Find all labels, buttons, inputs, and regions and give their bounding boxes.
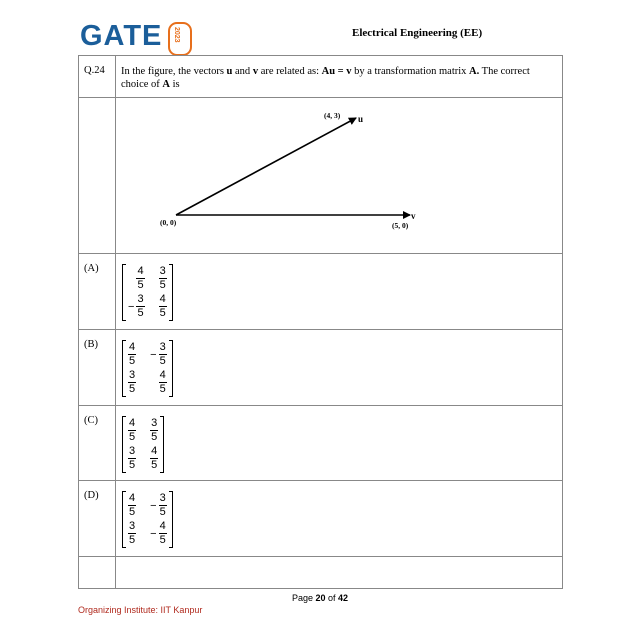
matrix-grid: 4 5−3 5 3 5−4 5	[126, 491, 169, 548]
question-number: Q.24	[78, 55, 116, 98]
option-label: (D)	[78, 480, 116, 557]
bracket-right	[160, 416, 165, 473]
page-number: Page 20 of 42	[291, 593, 349, 603]
bracket-left	[122, 416, 126, 473]
option-label: (A)	[78, 253, 116, 330]
matrix-grid: 4 5−3 5 3 5 4 5	[126, 340, 169, 397]
minus-sign: −	[150, 527, 157, 540]
bracket-right	[168, 340, 173, 397]
matrix-entry: −3 5	[128, 294, 145, 319]
option-matrix: 4 5 3 5−3 5 4 5	[122, 264, 173, 321]
u-coord-label: (4, 3)	[324, 111, 341, 120]
option-row: (A) 4 5 3 5−3 5 4 5	[78, 253, 563, 330]
minus-sign: −	[150, 499, 157, 512]
question-table: Q.24 In the figure, the vectors u and v …	[78, 55, 563, 589]
logo-year: 2023	[173, 27, 180, 43]
bracket-left	[122, 340, 126, 397]
logo-ring	[168, 22, 192, 56]
matrix-entry: −3 5	[150, 342, 167, 367]
v-label: v	[411, 211, 416, 221]
matrix-entry: −3 5	[150, 493, 167, 518]
option-row: (D) 4 5−3 5 3 5−4 5	[78, 480, 563, 557]
bracket-right	[168, 491, 173, 548]
organizer-text: Organizing Institute: IIT Kanpur	[78, 605, 203, 615]
logo-word: GATE	[80, 20, 163, 52]
bracket-left	[122, 264, 126, 321]
option-label: (C)	[78, 405, 116, 481]
matrix-grid: 4 5 3 5−3 5 4 5	[126, 264, 169, 321]
gate-logo: GATE 2023	[80, 18, 192, 58]
option-row: (B) 4 5−3 5 3 5 4 5	[78, 329, 563, 406]
subject-title: Electrical Engineering (EE)	[352, 27, 483, 39]
vector-u-arrow	[175, 117, 357, 216]
minus-sign: −	[150, 348, 157, 361]
u-label: u	[358, 114, 363, 124]
minus-sign: −	[128, 300, 135, 313]
option-matrix: 4 5−3 5 3 5−4 5	[122, 491, 173, 548]
bracket-right	[168, 264, 173, 321]
matrix-entry: −4 5	[150, 521, 167, 546]
v-coord-label: (5, 0)	[392, 221, 409, 230]
option-matrix: 4 5−3 5 3 5 4 5	[122, 340, 173, 397]
origin-label: (0, 0)	[160, 218, 177, 227]
vector-figure: (0, 0) (4, 3) u v (5, 0)	[160, 111, 416, 230]
option-label: (B)	[78, 329, 116, 406]
bracket-left	[122, 491, 126, 548]
question-text: In the figure, the vectors u and v are r…	[121, 66, 530, 90]
